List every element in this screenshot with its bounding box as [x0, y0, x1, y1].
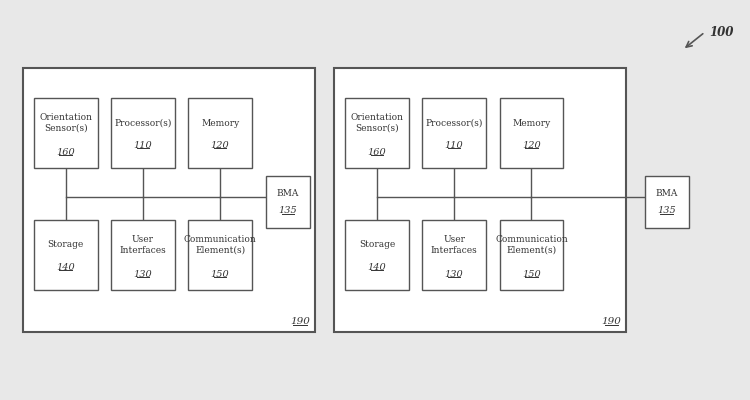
Bar — [188, 98, 252, 168]
Text: Storage: Storage — [358, 240, 395, 250]
Text: Memory: Memory — [512, 118, 550, 128]
Text: Orientation
Sensor(s): Orientation Sensor(s) — [350, 113, 404, 133]
Text: 135: 135 — [657, 206, 676, 215]
Bar — [34, 220, 98, 290]
Text: Orientation
Sensor(s): Orientation Sensor(s) — [39, 113, 92, 133]
Text: 160: 160 — [56, 148, 75, 157]
Bar — [111, 220, 175, 290]
Text: 100: 100 — [709, 26, 733, 38]
Text: Communication
Element(s): Communication Element(s) — [184, 235, 256, 255]
Text: Memory: Memory — [201, 118, 239, 128]
Bar — [345, 220, 409, 290]
Bar — [266, 176, 310, 228]
Bar — [22, 68, 315, 332]
Text: Communication
Element(s): Communication Element(s) — [495, 235, 568, 255]
Bar — [334, 68, 626, 332]
Bar — [500, 220, 563, 290]
Text: 140: 140 — [368, 262, 386, 272]
Bar — [34, 98, 98, 168]
Text: BMA: BMA — [656, 190, 678, 198]
Text: User
Interfaces: User Interfaces — [430, 235, 478, 255]
Bar — [422, 220, 486, 290]
Text: Storage: Storage — [47, 240, 84, 250]
Bar — [345, 98, 409, 168]
Text: 110: 110 — [445, 140, 464, 150]
Text: 130: 130 — [445, 270, 464, 279]
Text: 120: 120 — [522, 140, 541, 150]
Text: 110: 110 — [134, 140, 152, 150]
Bar — [111, 98, 175, 168]
Text: 135: 135 — [279, 206, 297, 215]
Bar — [500, 98, 563, 168]
Text: User
Interfaces: User Interfaces — [119, 235, 166, 255]
Text: 190: 190 — [290, 318, 310, 326]
Bar — [188, 220, 252, 290]
Text: 150: 150 — [522, 270, 541, 279]
Text: Processor(s): Processor(s) — [114, 118, 172, 128]
Text: 190: 190 — [602, 318, 621, 326]
Text: BMA: BMA — [277, 190, 299, 198]
Text: 140: 140 — [56, 262, 75, 272]
Text: 160: 160 — [368, 148, 386, 157]
Text: 130: 130 — [134, 270, 152, 279]
Bar — [422, 98, 486, 168]
Text: 120: 120 — [211, 140, 230, 150]
Text: 150: 150 — [211, 270, 230, 279]
Bar — [645, 176, 688, 228]
Text: Processor(s): Processor(s) — [425, 118, 483, 128]
